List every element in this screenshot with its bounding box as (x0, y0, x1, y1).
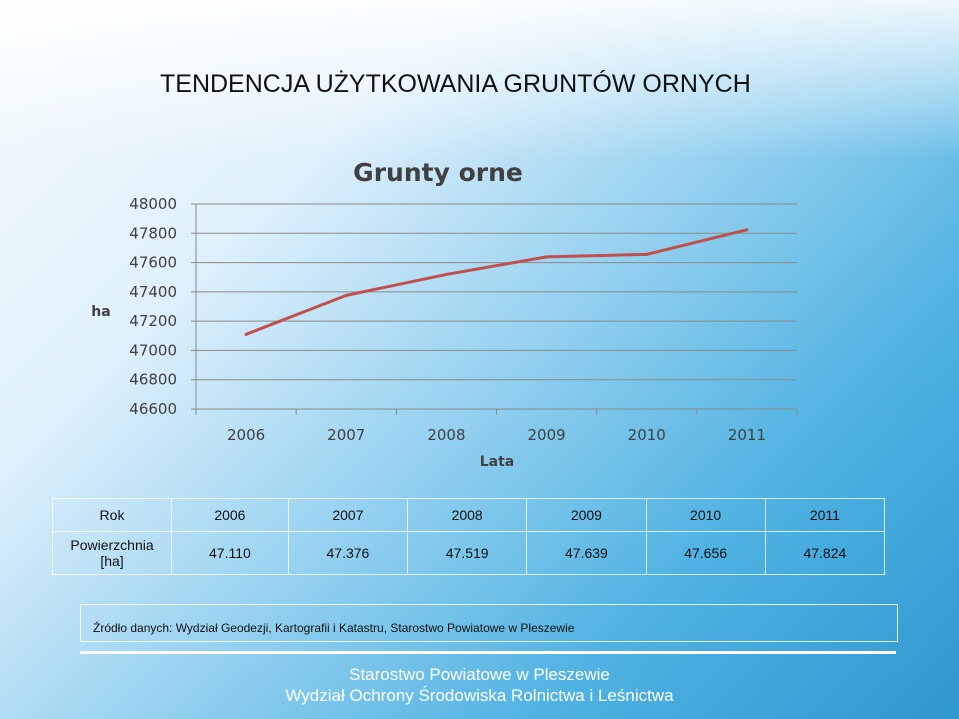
data-point (745, 228, 749, 232)
table-cell-value: 47.519 (407, 531, 528, 575)
table-cell-year: 2010 (645, 498, 766, 532)
x-tick-labels: 2006 2007 2008 2009 2010 2011 (227, 426, 766, 444)
y-tick-label: 47400 (129, 283, 177, 301)
y-tick-label: 47600 (129, 254, 177, 272)
source-box (80, 604, 898, 642)
slide-background-glow (0, 0, 959, 160)
footer-department: Wydział Ochrony Środowiska Rolnictwa i L… (285, 686, 674, 705)
table-header-rok: Rok (52, 498, 172, 532)
table-row-years: Rok 2006 2007 2008 2009 2010 2011 (52, 498, 886, 532)
data-point (444, 272, 448, 276)
table-cell-value: 47.639 (526, 531, 647, 575)
table-cell-year: 2009 (526, 498, 647, 532)
chart-title: Grunty orne (353, 158, 523, 187)
x-tick-label: 2008 (427, 426, 465, 444)
y-tick-label: 48000 (129, 195, 177, 213)
gridlines (196, 203, 797, 410)
slide-title: TENDENCJA UŻYTKOWANIA GRUNTÓW ORNYCH (160, 70, 751, 98)
y-tick-labels: 46600 46800 47000 47200 47400 47600 47800 48000 (129, 195, 177, 418)
source-note: Źródło danych: Wydział Geodezji, Kartogr… (93, 621, 575, 635)
x-tick-label: 2009 (527, 426, 565, 444)
line-chart: 46600 46800 47000 47200 47400 47600 47800 48000… (91, 158, 798, 470)
data-point (244, 332, 248, 336)
series-line (245, 228, 748, 336)
data-table: Rok 2006 2007 2008 2009 2010 2011 Powier… (52, 498, 886, 575)
y-tick-label: 46800 (129, 371, 177, 389)
x-tick-label: 2007 (327, 426, 365, 444)
data-point (645, 252, 649, 256)
table-row-values: Powierzchnia [ha] 47.110 47.376 47.519 4… (52, 531, 886, 575)
y-tick-label: 47800 (129, 224, 177, 242)
table-header-powierzchnia: Powierzchnia [ha] (52, 531, 172, 575)
x-axis-title: Lata (480, 454, 515, 470)
table-cell-value: 47.376 (287, 531, 409, 575)
x-tick-label: 2010 (628, 426, 666, 444)
table-cell-value: 47.824 (764, 531, 886, 575)
series (244, 228, 749, 336)
table-cell-value: 47.656 (645, 531, 766, 575)
x-tick-label: 2006 (227, 426, 265, 444)
y-tick-label: 47200 (129, 312, 177, 330)
x-tick-label: 2011 (728, 426, 766, 444)
axes (191, 203, 798, 415)
data-point (545, 255, 549, 259)
table-cell-year: 2008 (407, 498, 528, 532)
table-cell-value: 47.110 (171, 531, 289, 575)
table-cell-year: 2006 (171, 498, 289, 532)
data-point (344, 293, 348, 297)
footer-institution: Starostwo Powiatowe w Pleszewie (349, 665, 610, 684)
table-cell-year: 2007 (287, 498, 409, 532)
y-tick-label: 46600 (129, 400, 177, 418)
table-cell-year: 2011 (764, 498, 886, 532)
footer-divider (80, 651, 896, 654)
y-axis-title: ha (91, 304, 110, 320)
y-tick-label: 47000 (129, 341, 177, 359)
